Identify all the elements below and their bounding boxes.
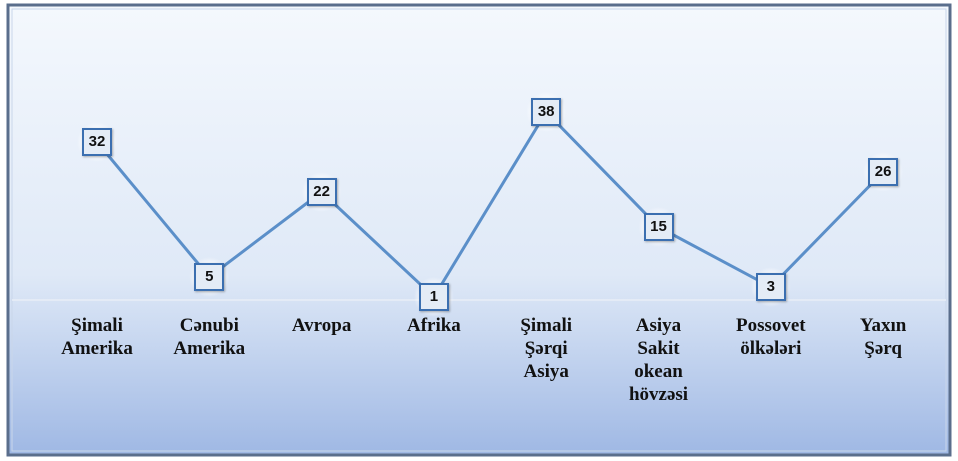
data-label: 3 [755,273,786,301]
inner-frame [11,8,947,452]
data-label: 32 [82,128,112,156]
x-tick-label: Asiya Sakit okean hövzəsi [628,315,689,405]
x-tick-label: Possovet ölkələri [735,315,806,359]
data-label: 22 [306,178,337,206]
data-label: 15 [643,213,674,241]
x-tick-label: Cənubi Amerika [173,315,246,359]
data-label: 5 [194,263,225,291]
x-tick-label: Avropa [291,315,352,336]
x-tick-label: Şimali Amerika [61,315,133,359]
line [95,109,885,300]
data-label: 38 [531,98,562,126]
data-label: 26 [868,158,899,186]
x-tick-label: Afrika [406,315,461,336]
x-tick-label: Yaxın Şərq [859,315,907,359]
data-label: 1 [418,283,449,311]
plot-frame [6,3,952,457]
x-tick-label: Şimali Şərqi Asiya [520,315,573,382]
